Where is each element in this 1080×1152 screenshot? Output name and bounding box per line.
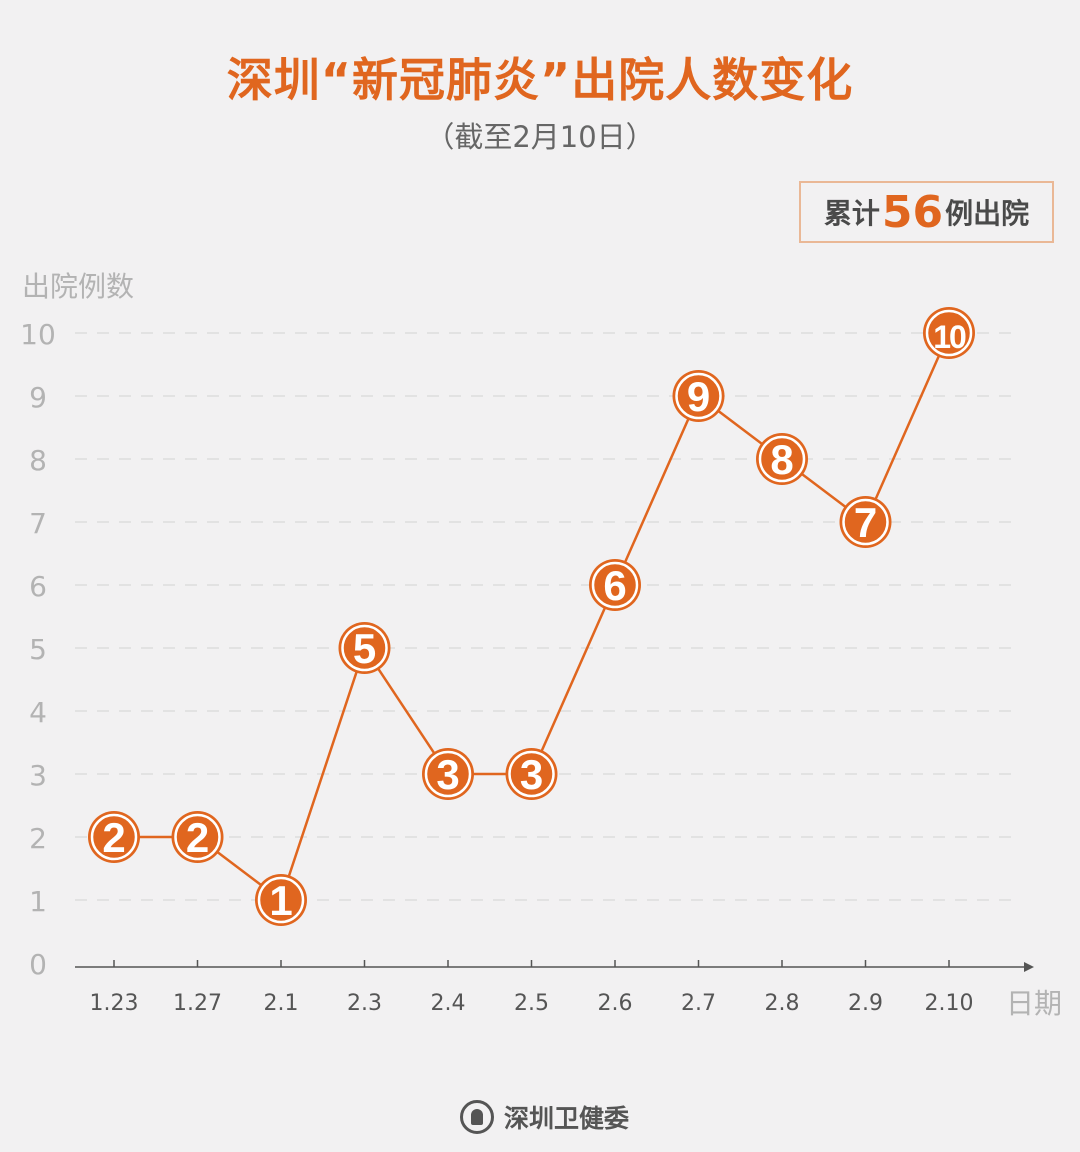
data-point: 8 (756, 433, 808, 485)
y-tick-label: 0 (29, 948, 47, 981)
data-point-marker (758, 435, 806, 483)
data-point-marker (842, 498, 889, 546)
total-discharged-badge: 累计 56 例出院 (799, 181, 1054, 243)
data-label: 5 (353, 625, 376, 672)
data-point-marker (925, 309, 973, 357)
data-point-marker (174, 813, 221, 861)
x-tick-label: 2.5 (514, 991, 549, 1016)
data-point-marker (341, 624, 388, 672)
y-tick-label: 1 (29, 885, 47, 918)
y-tick-label: 10 (20, 318, 56, 351)
data-label: 6 (603, 562, 626, 609)
data-point: 3 (422, 748, 474, 800)
y-tick-label: 5 (29, 633, 47, 666)
health-commission-logo-icon (460, 1100, 494, 1134)
x-tick-label: 2.7 (681, 991, 716, 1016)
series-line (114, 332, 951, 903)
total-suffix: 例出院 (945, 197, 1030, 230)
x-tick-label: 2.8 (765, 991, 800, 1016)
data-point: 2 (171, 811, 224, 863)
y-tick-label: 8 (29, 444, 47, 477)
data-label: 1 (269, 877, 292, 924)
data-point: 7 (839, 496, 892, 548)
x-tick-label: 1.27 (173, 991, 222, 1016)
data-label: 8 (770, 436, 793, 483)
y-tick-label: 7 (29, 507, 47, 540)
data-label: 2 (186, 814, 209, 861)
chart-subtitle: （截至2月10日） (425, 120, 655, 154)
total-value: 56 (881, 186, 944, 238)
y-tick-label: 2 (29, 822, 47, 855)
data-point: 2 (88, 811, 140, 863)
data-point: 5 (338, 622, 391, 674)
x-tick-label: 2.6 (598, 991, 633, 1016)
data-point: 9 (672, 370, 725, 422)
x-axis-arrow-icon (1024, 962, 1034, 972)
data-point: 3 (505, 748, 558, 800)
data-point-marker (675, 372, 722, 420)
y-tick-label: 6 (29, 570, 47, 603)
data-label: 7 (854, 499, 877, 546)
data-label: 10 (933, 319, 966, 355)
x-tick-label: 2.10 (925, 991, 974, 1016)
data-point: 10 (923, 307, 975, 359)
y-tick-label: 9 (29, 381, 47, 414)
y-tick-label: 4 (29, 696, 47, 729)
data-label: 3 (520, 751, 543, 798)
x-tick-label: 2.3 (347, 991, 382, 1016)
footer: 深圳卫健委 (460, 1099, 629, 1135)
data-point-marker (508, 750, 555, 798)
data-label: 2 (102, 814, 125, 861)
footer-org: 深圳卫健委 (504, 1104, 630, 1133)
x-tick-label: 1.23 (90, 991, 139, 1016)
x-tick-label: 2.4 (431, 991, 466, 1016)
data-point-marker (257, 876, 305, 924)
y-axis-label: 出院例数 (22, 270, 135, 303)
total-prefix: 累计 (823, 197, 880, 230)
x-axis-label: 日期 (1006, 987, 1063, 1020)
data-point-marker (424, 750, 472, 798)
y-tick-label: 3 (29, 759, 47, 792)
data-label: 3 (436, 751, 459, 798)
data-point: 1 (255, 874, 307, 926)
x-tick-label: 2.1 (264, 991, 299, 1016)
data-label: 9 (687, 373, 710, 420)
x-tick-label: 2.9 (848, 991, 883, 1016)
data-point-marker (591, 561, 639, 609)
data-point-marker (90, 813, 138, 861)
data-point: 6 (589, 559, 641, 611)
chart-title: 深圳“新冠肺炎”出院人数变化 (226, 53, 854, 107)
